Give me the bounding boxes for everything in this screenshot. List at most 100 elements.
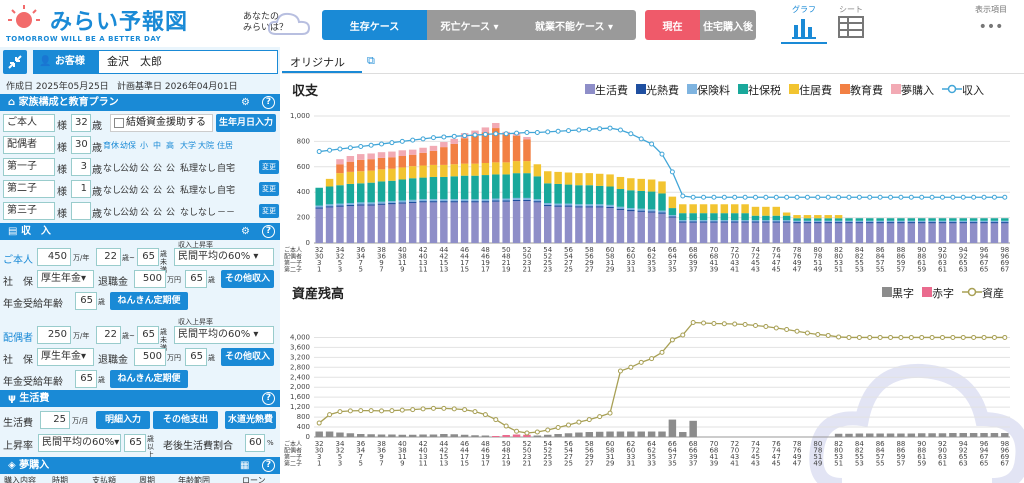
dream-section-header[interactable]: ◈ 夢購入 ▦ ? [0, 457, 280, 474]
nenkin-button[interactable]: ねんきん定期便 [110, 292, 188, 310]
edu-plan-value[interactable]: なし [198, 208, 217, 218]
living-section-header[interactable]: ψ 生活費 ? [0, 390, 280, 407]
legend-item[interactable]: 光熱費 [636, 82, 679, 98]
spouse-raise-select[interactable]: 民間平均の60% ▾ [174, 326, 274, 344]
tab-after-house[interactable]: 住宅購入後 [700, 10, 756, 40]
view-graph-tab[interactable]: グラフ [781, 4, 827, 44]
edu-plan-value[interactable]: 公幼 [120, 208, 139, 218]
spouse-other-income-button[interactable]: その他収入 [221, 348, 274, 366]
edu-plan-value[interactable]: 自宅 [217, 164, 236, 174]
edu-plan-value[interactable]: なし [198, 164, 217, 174]
spouse-to-age-field[interactable]: 65 [137, 326, 159, 344]
tab-original[interactable]: オリジナル [290, 56, 345, 69]
change-button[interactable]: 変更 [259, 182, 279, 196]
utility-button[interactable]: 水道光熱費 [225, 411, 276, 429]
child-label-field[interactable]: 第三子 [3, 202, 55, 220]
help-icon[interactable]: ? [262, 459, 275, 472]
edu-plan-value[interactable]: 公 [140, 208, 150, 218]
open-window-icon[interactable]: ⧉ [367, 54, 375, 67]
spouse-age-field[interactable]: 30 [71, 136, 91, 154]
tab-death-case[interactable]: 死亡ケース ▾ [427, 10, 512, 40]
detail-input-button[interactable]: 明細入力 [96, 411, 150, 429]
tab-survival-case[interactable]: 生存ケース [322, 10, 427, 40]
self-retire-age-field[interactable]: 65 [185, 270, 207, 288]
edu-plan-value[interactable]: 公 [153, 208, 163, 218]
collapse-button[interactable] [3, 50, 27, 74]
income-section-header[interactable]: ▤ 収 入 ⚙ ? [0, 223, 280, 240]
legend-item[interactable]: 資産 [962, 285, 1004, 301]
edu-plan-value[interactable]: 公 [140, 186, 150, 196]
help-icon[interactable]: ? [262, 225, 275, 238]
edu-plan-value[interactable]: 公 [140, 164, 150, 174]
legend-item[interactable]: 夢購入 [891, 82, 934, 98]
spouse-retire-age-field[interactable]: 65 [185, 348, 207, 366]
edu-plan-value[interactable]: 公 [153, 164, 163, 174]
legend-item[interactable]: 保険料 [687, 82, 730, 98]
help-icon[interactable]: ? [262, 96, 275, 109]
other-expense-button[interactable]: その他支出 [153, 411, 218, 429]
edu-plan-value[interactable]: 公幼 [120, 164, 139, 174]
self-to-age-field[interactable]: 65 [137, 248, 159, 266]
living-cost-field[interactable]: 25 [40, 411, 70, 429]
edu-plan-value[interactable]: なし [103, 208, 122, 218]
self-pension-select[interactable]: 厚生年金▾ [37, 270, 94, 288]
family-section-header[interactable]: ⌂ 家族構成と教育プラン ⚙ ? [0, 94, 280, 111]
help-icon[interactable]: ? [262, 392, 275, 405]
retire-ratio-field[interactable]: 60 [245, 434, 265, 452]
other-income-button[interactable]: その他収入 [221, 270, 274, 288]
edu-plan-value[interactable]: 公 [166, 208, 176, 218]
edu-plan-value[interactable]: 自宅 [217, 186, 236, 196]
edu-plan-value[interactable]: 私理 [180, 186, 199, 196]
legend-item[interactable]: 収入 [942, 82, 984, 98]
birthday-input-button[interactable]: 生年月日入力 [216, 114, 276, 132]
legend-item[interactable]: 生活費 [585, 82, 628, 98]
legend-item[interactable]: 社保税 [738, 82, 781, 98]
self-age-field[interactable]: 32 [71, 114, 91, 132]
legend-item[interactable]: 赤字 [922, 285, 954, 301]
spouse-income-field[interactable]: 250 [37, 326, 71, 344]
edu-plan-value[interactable]: －－ [217, 208, 236, 218]
tab-disability-case[interactable]: 就業不能ケース ▾ [512, 10, 636, 40]
living-age-field[interactable]: 65 [124, 434, 146, 452]
customer-name-field[interactable]: 金沢 太郎 [98, 50, 278, 74]
edu-plan-value[interactable]: 公 [166, 186, 176, 196]
self-pension-age-field[interactable]: 65 [75, 292, 97, 310]
view-sheet-tab[interactable]: シート [830, 4, 872, 41]
child-age-field[interactable] [71, 202, 91, 220]
self-retire-field[interactable]: 500 [134, 270, 166, 288]
gear-icon[interactable]: ⚙ [241, 226, 250, 237]
spouse-pension-select[interactable]: 厚生年金▾ [37, 348, 94, 366]
living-raise-select[interactable]: 民間平均の60%▾ [38, 434, 121, 452]
edu-plan-value[interactable]: なし [103, 186, 122, 196]
child-label-field[interactable]: 第一子 [3, 158, 55, 176]
edu-plan-value[interactable]: 公幼 [120, 186, 139, 196]
spouse-label-field[interactable]: 配偶者 [3, 136, 55, 154]
child-label-field[interactable]: 第二子 [3, 180, 55, 198]
self-from-age-field[interactable]: 22 [96, 248, 121, 266]
edu-plan-value[interactable]: 私理 [180, 164, 199, 174]
calculator-icon[interactable]: ▦ [240, 460, 250, 471]
marriage-checkbox[interactable]: 結婚資金援助する [110, 114, 213, 132]
spouse-nenkin-button[interactable]: ねんきん定期便 [110, 370, 188, 388]
gear-icon[interactable]: ⚙ [241, 97, 250, 108]
change-button[interactable]: 変更 [259, 160, 279, 174]
edu-plan-value[interactable]: なし [103, 164, 122, 174]
edu-plan-value[interactable]: 公 [166, 164, 176, 174]
child-age-field[interactable]: 1 [71, 180, 91, 198]
legend-item[interactable]: 住居費 [789, 82, 832, 98]
legend-item[interactable]: 黒字 [882, 285, 914, 301]
self-raise-select[interactable]: 民間平均の60% ▾ [174, 248, 274, 266]
spouse-pension-age-field[interactable]: 65 [75, 370, 97, 388]
edu-plan-value[interactable]: なし [198, 186, 217, 196]
display-items-menu[interactable]: 表示項目 ••• [966, 4, 1016, 35]
change-button[interactable]: 変更 [259, 204, 279, 218]
spouse-retire-field[interactable]: 500 [134, 348, 166, 366]
spouse-from-age-field[interactable]: 22 [96, 326, 121, 344]
tab-current[interactable]: 現在 [645, 10, 700, 40]
legend-item[interactable]: 教育費 [840, 82, 883, 98]
edu-plan-value[interactable]: なし [180, 208, 199, 218]
child-age-field[interactable]: 3 [71, 158, 91, 176]
self-label-field[interactable]: ご本人 [3, 114, 55, 132]
edu-plan-value[interactable]: 公 [153, 186, 163, 196]
self-income-field[interactable]: 450 [37, 248, 71, 266]
